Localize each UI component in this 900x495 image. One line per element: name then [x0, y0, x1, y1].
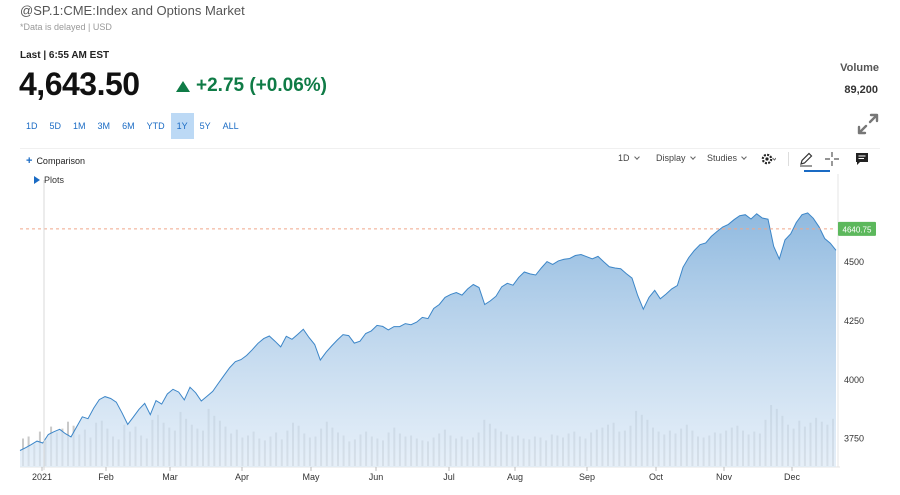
- data-delay-note: *Data is delayed | USD: [20, 22, 112, 32]
- instrument-title: @SP.1:CME:Index and Options Market: [20, 3, 245, 18]
- chevron-down-icon: [741, 153, 747, 160]
- gear-icon[interactable]: [760, 151, 776, 167]
- x-tick-label: 2021: [32, 472, 52, 482]
- y-tick-label: 3750: [844, 434, 864, 444]
- crosshair-active-indicator: [804, 170, 830, 172]
- price-area-fill: [20, 212, 836, 467]
- plots-label: Plots: [44, 175, 65, 185]
- x-tick-label: Apr: [235, 472, 249, 482]
- comparison-label: Comparison: [36, 156, 85, 166]
- expand-arrows-icon[interactable]: [856, 112, 880, 136]
- expand-triangle-icon: [34, 176, 40, 184]
- comparison-button[interactable]: + Comparison: [26, 155, 85, 167]
- interval-value: 1D: [618, 153, 630, 163]
- crosshair-icon[interactable]: [824, 151, 840, 167]
- range-ytd-button[interactable]: YTD: [146, 121, 165, 131]
- chart-toolbar: + Comparison 1D Display Studies: [20, 148, 880, 170]
- y-tick-label: 4250: [844, 316, 864, 326]
- price-chart[interactable]: 4640.75 4500 4250 4000 3750 2021 Feb Mar Apr Ma…: [0, 170, 900, 495]
- volume-value: 89,200: [844, 84, 878, 96]
- last-price-badge-label: 4640.75: [843, 225, 872, 234]
- x-tick-label: Sep: [579, 472, 595, 482]
- x-tick-label: Mar: [162, 472, 178, 482]
- range-1m-button[interactable]: 1M: [73, 121, 86, 131]
- pencil-icon[interactable]: [798, 151, 814, 167]
- up-arrow-icon: [176, 80, 190, 92]
- x-tick-label: Jul: [443, 472, 455, 482]
- last-price: 4,643.50: [19, 66, 140, 102]
- range-6m-button[interactable]: 6M: [122, 121, 135, 131]
- range-5y-button[interactable]: 5Y: [199, 121, 211, 131]
- last-update-time: Last | 6:55 AM EST: [20, 50, 110, 61]
- toolbar-divider: [788, 152, 789, 166]
- price-change-value: +2.75 (+0.06%): [196, 75, 327, 96]
- x-tick-label: Jun: [369, 472, 384, 482]
- interval-dropdown[interactable]: 1D: [618, 153, 640, 163]
- plus-icon: +: [26, 155, 33, 167]
- studies-dropdown[interactable]: Studies: [707, 153, 747, 163]
- display-dropdown[interactable]: Display: [656, 153, 696, 163]
- time-range-selector: 1D 5D 1M 3M 6M YTD 1Y 5Y ALL: [20, 113, 245, 139]
- x-tick-label: Feb: [98, 472, 114, 482]
- price-line: [19, 212, 837, 451]
- range-1d-button[interactable]: 1D: [26, 121, 38, 131]
- x-tick-label: Oct: [649, 472, 664, 482]
- x-tick-label: Nov: [716, 472, 733, 482]
- range-3m-button[interactable]: 3M: [97, 121, 111, 131]
- volume-label: Volume: [840, 62, 879, 74]
- y-tick-label: 4000: [844, 375, 864, 385]
- price-change: +2.75 (+0.06%): [176, 75, 327, 97]
- x-tick-label: May: [302, 472, 320, 482]
- x-tick-label: Dec: [784, 472, 801, 482]
- last-price-badge: [838, 221, 876, 236]
- display-label: Display: [656, 153, 686, 163]
- chevron-down-icon: [689, 153, 696, 160]
- chat-icon[interactable]: [854, 151, 870, 167]
- chevron-down-icon: [633, 153, 640, 160]
- x-tick-label: Aug: [507, 472, 523, 482]
- range-1y-button[interactable]: 1Y: [170, 113, 194, 139]
- range-all-button[interactable]: ALL: [222, 121, 239, 131]
- range-5d-button[interactable]: 5D: [49, 121, 62, 131]
- plots-toggle[interactable]: Plots: [34, 175, 64, 185]
- y-tick-label: 4500: [844, 257, 864, 267]
- studies-label: Studies: [707, 153, 738, 163]
